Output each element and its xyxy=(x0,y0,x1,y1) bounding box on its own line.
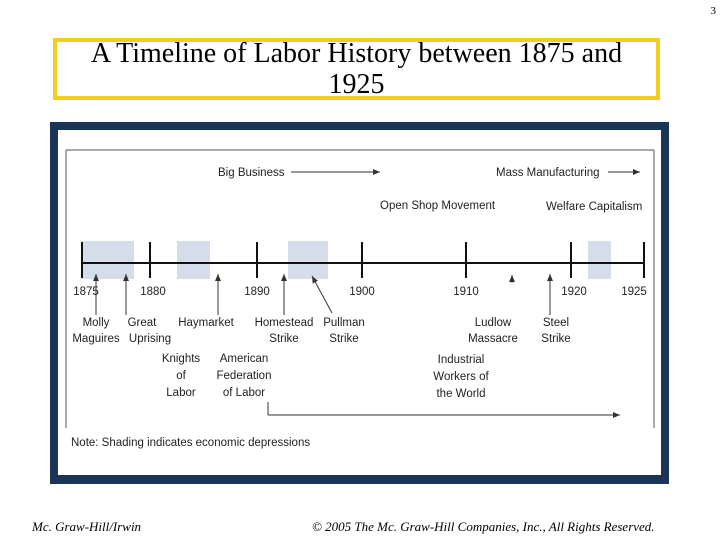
year-label-1900: 1900 xyxy=(349,286,375,298)
timeline-svg: 1875 1880 1890 1900 1910 1920 1925 Big B… xyxy=(65,149,655,449)
footer-publisher: Mc. Graw-Hill/Irwin xyxy=(32,519,142,534)
event-great-line2: Uprising xyxy=(129,333,171,345)
event-ludlow-line2: Massacre xyxy=(468,333,518,345)
event-knights-line2: of xyxy=(176,370,186,382)
event-homestead-line1: Homestead xyxy=(255,317,314,329)
slide-title-box: A Timeline of Labor History between 1875… xyxy=(53,38,660,100)
year-label-1920: 1920 xyxy=(561,286,587,298)
year-label-1880: 1880 xyxy=(140,286,166,298)
year-label-1875: 1875 xyxy=(73,286,99,298)
event-iww-line2: Workers of xyxy=(433,371,489,383)
event-haymarket: Haymarket xyxy=(178,317,234,329)
event-iww-line3: the World xyxy=(436,388,485,400)
year-label-1910: 1910 xyxy=(453,286,479,298)
event-afl-line1: American xyxy=(220,353,269,365)
event-iww-line1: Industrial xyxy=(438,354,485,366)
era-big-business: Big Business xyxy=(218,167,285,179)
event-homestead-line2: Strike xyxy=(269,333,298,345)
footer-copyright: © 2005 The Mc. Graw-Hill Companies, Inc.… xyxy=(312,519,655,534)
year-label-1925: 1925 xyxy=(621,286,647,298)
event-afl-line3: of Labor xyxy=(223,387,265,399)
timeline-figure: 1875 1880 1890 1900 1910 1920 1925 Big B… xyxy=(58,130,661,475)
event-molly-line2: Maguires xyxy=(72,333,120,345)
era-welfare-capitalism: Welfare Capitalism xyxy=(546,201,642,213)
event-molly-line1: Molly xyxy=(83,317,110,329)
era-mass-manufacturing: Mass Manufacturing xyxy=(496,167,600,179)
event-ludlow-line1: Ludlow xyxy=(475,317,512,329)
depression-shade-1893 xyxy=(288,241,328,279)
slide-title: A Timeline of Labor History between 1875… xyxy=(90,38,623,100)
event-afl-line2: Federation xyxy=(217,370,272,382)
year-label-1890: 1890 xyxy=(244,286,270,298)
event-pullman-line2: Strike xyxy=(329,333,358,345)
event-pullman-line1: Pullman xyxy=(323,317,365,329)
depression-shade-1921 xyxy=(588,241,611,279)
depression-shade-1875 xyxy=(82,241,134,279)
event-knights-line1: Knights xyxy=(162,353,201,365)
shading-note: Note: Shading indicates economic depress… xyxy=(71,437,310,449)
event-steel-line1: Steel xyxy=(543,317,569,329)
event-great-line1: Great xyxy=(128,317,158,329)
slide-number: 3 xyxy=(710,5,717,17)
event-steel-line2: Strike xyxy=(541,333,570,345)
event-knights-line3: Labor xyxy=(166,387,196,399)
depression-shade-1882 xyxy=(177,241,210,279)
arrow-pullman xyxy=(311,275,333,314)
era-open-shop-movement: Open Shop Movement xyxy=(380,200,496,212)
